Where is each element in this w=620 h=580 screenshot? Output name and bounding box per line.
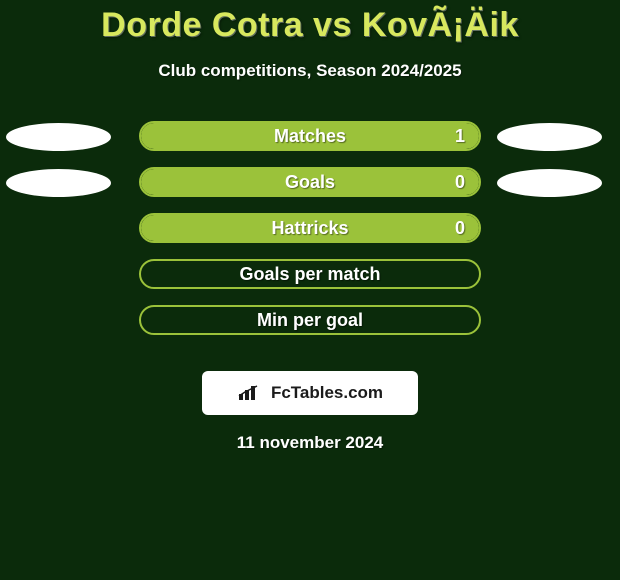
stat-row: Goals per match (0, 257, 620, 303)
stat-bar: Matches1 (139, 121, 481, 151)
source-badge-text: FcTables.com (271, 383, 383, 403)
chart-bars-icon (237, 384, 265, 402)
stat-bar: Goals0 (139, 167, 481, 197)
stat-row: Hattricks0 (0, 211, 620, 257)
stat-bar: Hattricks0 (139, 213, 481, 243)
stat-row: Matches1 (0, 119, 620, 165)
stat-row: Min per goal (0, 303, 620, 349)
page-title: Dorde Cotra vs KovÃ¡Äik (0, 0, 620, 45)
left-ellipse (6, 123, 111, 151)
stat-bar: Goals per match (139, 259, 481, 289)
stat-bar-fill (141, 123, 479, 149)
stat-bar: Min per goal (139, 305, 481, 335)
stat-label: Goals per match (141, 261, 479, 287)
comparison-card: Dorde Cotra vs KovÃ¡Äik Club competition… (0, 0, 620, 580)
stat-row: Goals0 (0, 165, 620, 211)
source-badge: FcTables.com (202, 371, 418, 415)
subtitle: Club competitions, Season 2024/2025 (0, 61, 620, 81)
left-ellipse (6, 169, 111, 197)
right-ellipse (497, 169, 602, 197)
stat-label: Min per goal (141, 307, 479, 333)
stats-rows: Matches1 Goals0 Hattricks0 Goals per match M… (0, 119, 620, 349)
right-ellipse (497, 123, 602, 151)
stat-bar-fill (141, 215, 479, 241)
stat-bar-fill (141, 169, 479, 195)
date-text: 11 november 2024 (0, 433, 620, 453)
